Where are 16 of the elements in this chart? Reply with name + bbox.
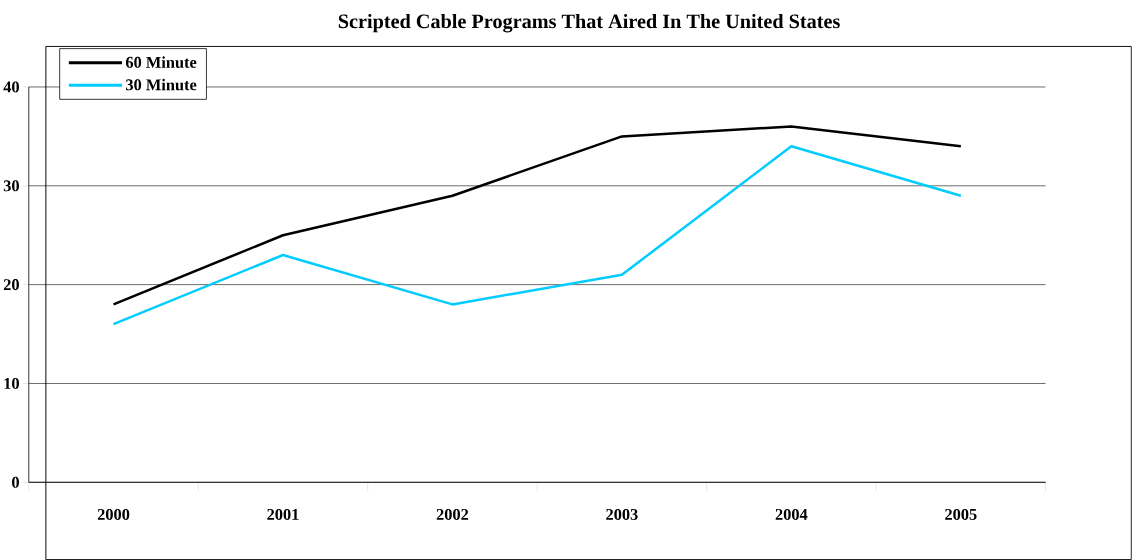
x-tick-label: 2005 bbox=[945, 508, 977, 520]
y-tick-label: 40 bbox=[3, 81, 19, 93]
chart-title: Scripted Cable Programs That Aired In The United States bbox=[338, 13, 840, 33]
y-tick-label: 0 bbox=[12, 476, 19, 488]
x-tick-label: 2002 bbox=[436, 508, 469, 520]
legend-label: 30 Minute bbox=[126, 78, 197, 91]
x-tick-label: 2004 bbox=[775, 508, 808, 520]
line-series bbox=[112, 125, 963, 306]
x-tick-label: 2001 bbox=[267, 508, 299, 520]
x-tick-label: 2003 bbox=[606, 508, 638, 520]
y-tick-label: 10 bbox=[4, 377, 19, 389]
x-tick-label: 2000 bbox=[97, 508, 130, 520]
y-tick-label: 30 bbox=[3, 180, 19, 192]
line-series bbox=[112, 144, 963, 326]
legend-label: 60 Minute bbox=[125, 56, 197, 68]
y-tick-label: 20 bbox=[3, 279, 19, 291]
